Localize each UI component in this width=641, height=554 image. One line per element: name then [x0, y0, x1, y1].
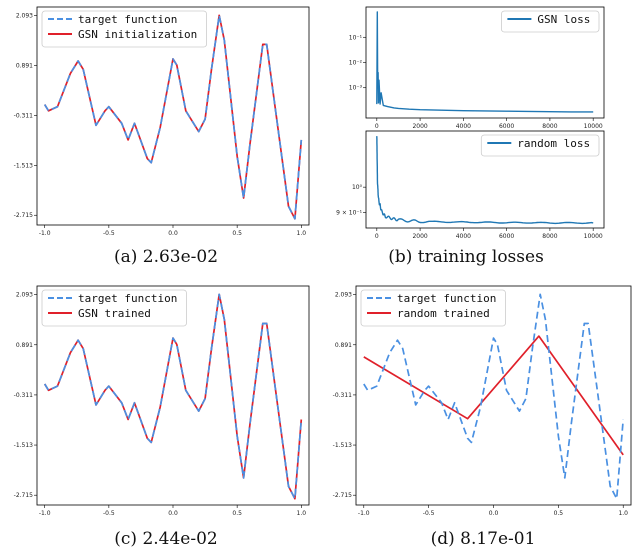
legend-box — [41, 289, 187, 327]
series-random-trained — [363, 335, 624, 456]
x-tick-label: 1.0 — [297, 510, 307, 517]
caption-d: (d) 8.17e-01 — [431, 529, 536, 549]
y-tick-label: 10⁻¹ — [349, 34, 363, 41]
y-tick-label: -0.311 — [14, 112, 34, 119]
y-tick-label: -1.513 — [14, 162, 34, 169]
x-tick-label: 0.5 — [232, 230, 242, 237]
chart-a: -1.0 -0.5 0.0 0.5 1.0 2.093 0.891 -0.311 -1.513 -… — [14, 6, 310, 237]
caption-a: (a) 2.63e-02 — [114, 247, 218, 267]
x-tick-label: 2000 — [412, 233, 427, 240]
x-tick-label: -1.0 — [39, 510, 51, 517]
x-tick-label: 0.5 — [554, 510, 564, 517]
x-tick-label: 0.5 — [232, 510, 242, 517]
caption-b2: (b) training losses — [388, 247, 544, 267]
y-tick-label: 0.891 — [335, 342, 352, 349]
series-target-function — [43, 14, 303, 220]
x-tick-label: 0.0 — [168, 230, 178, 237]
x-tick-label: 0 — [375, 233, 379, 240]
x-tick-label: -0.5 — [103, 230, 115, 237]
x-tick-label: 1.0 — [618, 510, 628, 517]
legend: target function random trained — [360, 289, 506, 327]
x-tick-label: 0.0 — [489, 510, 499, 517]
chart-b2: 0 2000 4000 6000 8000 10000 10⁰ 9 × 10⁻¹ random … — [336, 130, 605, 240]
legend: GSN loss — [500, 10, 600, 33]
y-tick-label: -2.715 — [14, 212, 34, 219]
series-random-loss — [376, 136, 594, 225]
x-tick-label: 10000 — [584, 123, 603, 130]
plot-frame — [365, 130, 605, 229]
y-tick-label: 0.891 — [16, 342, 33, 349]
legend-label-1: random loss — [517, 137, 590, 150]
x-tick-label: 8000 — [542, 123, 557, 130]
y-tick-label: -1.513 — [14, 442, 34, 449]
legend-label-2: GSN initialization — [78, 28, 197, 41]
y-tick-label: -0.311 — [14, 392, 34, 399]
y-tick-label: -2.715 — [333, 492, 353, 499]
legend-label-1: target function — [78, 13, 177, 26]
legend-label-1: GSN loss — [537, 13, 590, 26]
x-tick-label: 6000 — [499, 123, 514, 130]
y-tick-label: 10⁻² — [349, 60, 363, 67]
x-tick-label: -1.0 — [39, 230, 51, 237]
y-tick-label: 9 × 10⁻¹ — [336, 210, 362, 217]
legend-label-2: random trained — [397, 307, 490, 320]
legend-box — [41, 10, 208, 48]
y-tick-label: -2.715 — [14, 492, 34, 499]
x-tick-label: -0.5 — [423, 510, 435, 517]
y-tick-label: -0.311 — [333, 392, 353, 399]
legend-label-1: target function — [397, 292, 496, 305]
legend-box — [360, 289, 506, 327]
x-tick-label: 8000 — [542, 233, 557, 240]
x-tick-label: 2000 — [412, 123, 427, 130]
series-gsn-loss — [376, 11, 594, 113]
y-tick-label: 0.891 — [16, 63, 33, 70]
y-tick-label: 10⁻³ — [349, 85, 363, 92]
x-tick-label: 0 — [375, 123, 379, 130]
chart-c: -1.0 -0.5 0.0 0.5 1.0 2.093 0.891 -0.311 -1.513 -… — [14, 285, 310, 517]
legend: random loss — [480, 134, 600, 157]
x-tick-label: 6000 — [499, 233, 514, 240]
y-tick-label: 10⁰ — [352, 184, 363, 191]
x-tick-label: 4000 — [456, 233, 471, 240]
x-tick-label: 0.0 — [168, 510, 178, 517]
legend-label-1: target function — [78, 292, 177, 305]
x-tick-label: 10000 — [584, 233, 603, 240]
chart-d: -1.0 -0.5 0.0 0.5 1.0 2.093 0.891 -0.311 -1.513 -… — [333, 285, 632, 517]
legend: target function GSN trained — [41, 289, 187, 327]
series-target-function — [43, 293, 303, 500]
y-tick-label: 2.093 — [335, 292, 352, 299]
y-tick-label: 2.093 — [16, 13, 33, 20]
y-tick-label: 2.093 — [16, 292, 33, 299]
legend-box — [480, 134, 600, 157]
x-tick-label: 1.0 — [297, 230, 307, 237]
y-tick-label: -1.513 — [333, 442, 353, 449]
chart-b1: 0 2000 4000 6000 8000 10000 10⁻³ 10⁻² 10⁻¹ GSN lo… — [349, 6, 605, 130]
legend: target function GSN initialization — [41, 10, 208, 48]
x-tick-label: -0.5 — [103, 510, 115, 517]
caption-c: (c) 2.44e-02 — [114, 529, 217, 549]
legend-label-2: GSN trained — [78, 307, 151, 320]
x-tick-label: -1.0 — [358, 510, 370, 517]
x-tick-label: 4000 — [456, 123, 471, 130]
legend-box — [500, 10, 600, 33]
series-target-function — [363, 293, 625, 500]
